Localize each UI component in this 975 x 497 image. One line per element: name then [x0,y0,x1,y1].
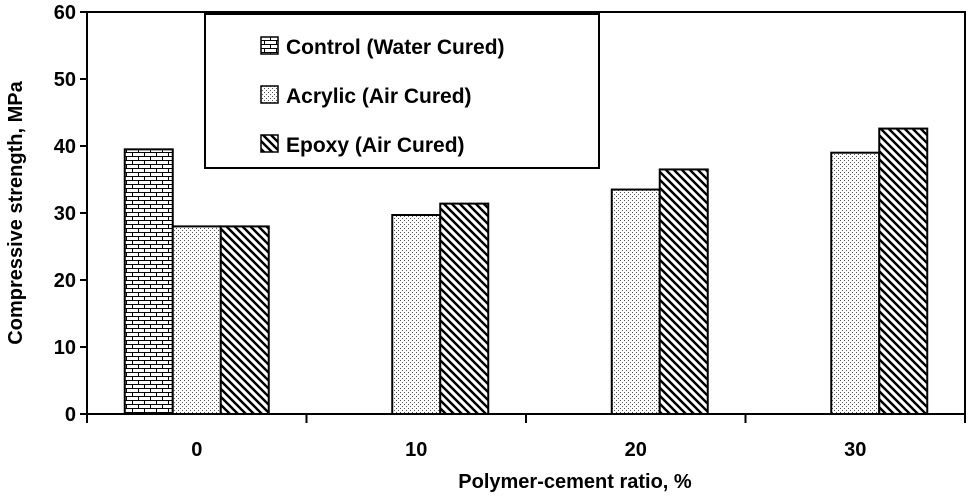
bar-diagonal-hatch-30 [878,127,929,416]
y-tick-label: 0 [65,404,76,426]
x-tick-label: 30 [844,439,866,461]
bar-diagonal-hatch-10 [439,202,490,415]
bar-dots-30 [830,151,881,415]
legend-swatch-epoxy [260,134,279,153]
bar-dots-20 [610,188,661,415]
legend-swatch-control [260,36,279,55]
y-tick-label: 30 [54,203,76,225]
x-tick-label: 0 [191,439,202,461]
legend-label-epoxy: Epoxy (Air Cured) [286,134,465,157]
legend-label-acrylic: Acrylic (Air Cured) [286,85,472,108]
bar-dots-0 [171,225,222,415]
y-tick-label: 60 [54,2,76,24]
legend: Control (Water Cured) Acrylic (Air Cured… [204,13,600,169]
y-tick-label: 20 [54,270,76,292]
legend-swatch-acrylic [260,85,279,104]
y-tick-label: 50 [54,69,76,91]
y-axis-title: Compressive strength, MPa [5,80,27,344]
bar-diagonal-hatch-20 [658,168,709,415]
y-tick-label: 40 [54,136,76,158]
bar-dots-10 [391,214,442,415]
x-tick-label: 10 [405,439,427,461]
legend-label-control: Control (Water Cured) [286,36,505,59]
y-tick-label: 10 [54,337,76,359]
bar-brick-0 [123,148,174,415]
bar-diagonal-hatch-0 [219,225,270,415]
x-tick-label: 20 [625,439,647,461]
x-axis-title: Polymer-cement ratio, % [458,471,692,493]
